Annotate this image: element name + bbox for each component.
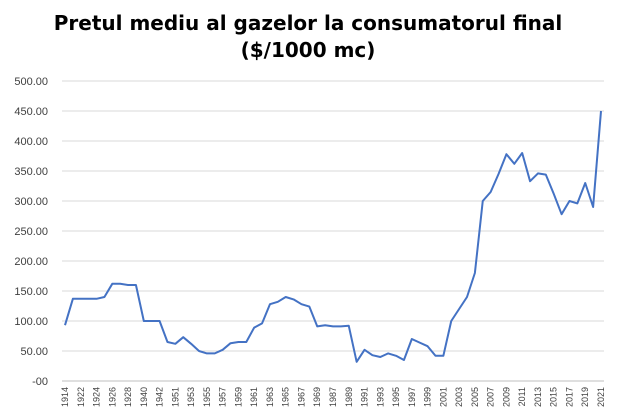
- x-tick-label: 1987: [328, 387, 338, 407]
- x-tick-label: 1951: [170, 387, 180, 407]
- y-tick-label: 400.00: [14, 136, 48, 148]
- y-tick-label: 50.00: [20, 346, 48, 358]
- x-tick-label: 2003: [454, 387, 464, 407]
- x-tick-label: 1957: [218, 387, 228, 407]
- x-tick-label: 1961: [249, 387, 259, 407]
- y-tick-label: 450.00: [14, 106, 48, 118]
- x-tick-label: 2021: [596, 387, 606, 407]
- x-tick-label: 1969: [312, 387, 322, 407]
- y-tick-label: 200.00: [14, 256, 48, 268]
- series-group: [64, 110, 602, 363]
- x-tick-label: 1963: [265, 387, 275, 407]
- x-tick-label: 1999: [423, 387, 433, 407]
- series-line: [64, 110, 602, 363]
- x-tick-label: 1914: [60, 387, 70, 407]
- x-tick-label: 1924: [92, 387, 102, 407]
- x-tick-label: 1993: [375, 387, 385, 407]
- y-tick-label: 100.00: [14, 316, 48, 328]
- y-tick-label: 300.00: [14, 196, 48, 208]
- x-tick-label: 2013: [533, 387, 543, 407]
- chart-title-line1: Pretul mediu al gazelor la consumatorul …: [54, 11, 563, 35]
- x-tick-label: 1940: [139, 387, 149, 407]
- x-tick-label: 2019: [580, 387, 590, 407]
- x-tick-label: 1991: [360, 387, 370, 407]
- x-tick-label: 2009: [501, 387, 511, 407]
- y-tick-label: 150.00: [14, 286, 48, 298]
- x-tick-label: 1997: [407, 387, 417, 407]
- x-tick-label: 1967: [296, 387, 306, 407]
- x-tick-label: 1942: [155, 387, 165, 407]
- y-tick-label: -00: [32, 376, 48, 388]
- x-tick-label: 2007: [486, 387, 496, 407]
- y-tick-label: 500.00: [14, 76, 48, 88]
- x-axis-tick-labels: 1914 1922 1924 1926 1928 1940 1942 1951 1953 1955…: [60, 387, 606, 407]
- x-tick-label: 1955: [202, 387, 212, 407]
- gridlines: [62, 80, 604, 382]
- x-tick-label: 1959: [233, 387, 243, 407]
- x-tick-label: 1989: [344, 387, 354, 407]
- x-tick-label: 1922: [76, 387, 86, 407]
- x-tick-label: 2001: [438, 387, 448, 407]
- y-tick-label: 250.00: [14, 226, 48, 238]
- x-tick-label: 1928: [123, 387, 133, 407]
- y-axis-tick-labels: -00 50.00 100.00 150.00 200.00 250.00 300.00 35…: [14, 76, 48, 388]
- x-tick-label: 1995: [391, 387, 401, 407]
- x-tick-label: 1965: [281, 387, 291, 407]
- x-tick-label: 1926: [107, 387, 117, 407]
- x-tick-label: 1953: [186, 387, 196, 407]
- chart-title-line2: ($/1000 mc): [241, 38, 376, 62]
- x-tick-label: 2005: [470, 387, 480, 407]
- x-tick-label: 2015: [549, 387, 559, 407]
- x-tick-label: 2017: [564, 387, 574, 407]
- x-tick-label: 2011: [517, 387, 527, 406]
- y-tick-label: 350.00: [14, 166, 48, 178]
